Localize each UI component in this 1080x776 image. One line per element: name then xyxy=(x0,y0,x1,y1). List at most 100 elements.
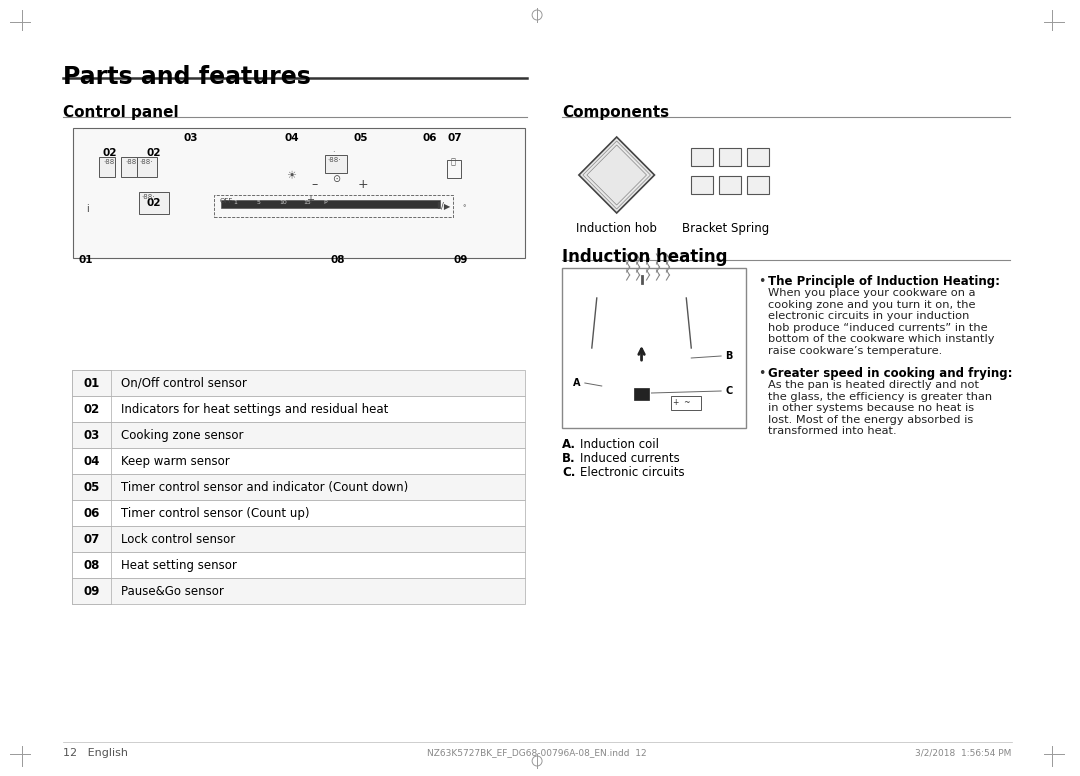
Text: 08: 08 xyxy=(83,559,99,572)
Polygon shape xyxy=(579,137,654,213)
Text: 09: 09 xyxy=(83,585,99,598)
Bar xyxy=(99,157,116,177)
Bar xyxy=(691,176,713,194)
Text: 09: 09 xyxy=(454,255,468,265)
Text: 06: 06 xyxy=(83,507,99,520)
Text: ·88·: ·88· xyxy=(327,157,340,163)
Bar xyxy=(634,388,649,400)
Text: When you place your cookware on a
cooking zone and you turn it on, the
electroni: When you place your cookware on a cookin… xyxy=(768,288,995,356)
Bar xyxy=(747,176,769,194)
Text: i: i xyxy=(86,204,89,214)
Text: ·: · xyxy=(333,170,335,179)
Text: Greater speed in cooking and frying:: Greater speed in cooking and frying: xyxy=(768,367,1012,380)
Bar xyxy=(71,526,525,552)
Text: 01: 01 xyxy=(83,377,99,390)
Text: 07: 07 xyxy=(447,133,462,143)
Text: 15: 15 xyxy=(303,200,311,205)
Bar xyxy=(71,552,111,578)
Text: 1: 1 xyxy=(233,200,238,205)
Text: Pause&Go sensor: Pause&Go sensor xyxy=(121,585,225,598)
Text: 05: 05 xyxy=(83,481,99,494)
Text: ·88·: ·88· xyxy=(104,159,117,165)
Text: 🔒: 🔒 xyxy=(451,157,456,166)
Bar xyxy=(71,370,525,396)
Bar xyxy=(71,578,525,604)
Text: A: A xyxy=(573,378,581,388)
Bar xyxy=(325,155,347,173)
Bar xyxy=(214,195,453,217)
Bar xyxy=(747,148,769,166)
Text: C: C xyxy=(726,386,732,396)
Text: ·88·: ·88· xyxy=(139,159,152,165)
Text: ·88·: ·88· xyxy=(125,159,139,165)
Text: Control panel: Control panel xyxy=(63,105,178,120)
Text: 02: 02 xyxy=(103,148,117,158)
Bar xyxy=(71,474,525,500)
Ellipse shape xyxy=(577,358,706,378)
Text: P: P xyxy=(323,200,327,205)
Text: Components: Components xyxy=(562,105,670,120)
Text: +  ~: + ~ xyxy=(673,398,691,407)
Text: 10: 10 xyxy=(280,200,287,205)
Ellipse shape xyxy=(592,383,691,399)
Bar xyxy=(672,396,701,410)
Text: 03: 03 xyxy=(184,133,199,143)
Circle shape xyxy=(569,375,585,391)
Text: 03: 03 xyxy=(83,429,99,442)
Text: Cooking zone sensor: Cooking zone sensor xyxy=(121,429,244,442)
Text: Induction heating: Induction heating xyxy=(562,248,728,266)
Text: –: – xyxy=(311,178,318,191)
Text: 12   English: 12 English xyxy=(63,748,127,758)
Text: Parts and features: Parts and features xyxy=(63,65,311,89)
Bar xyxy=(719,176,741,194)
Text: A.: A. xyxy=(562,438,576,451)
Text: ·88·: ·88· xyxy=(141,194,154,200)
Ellipse shape xyxy=(597,291,686,305)
Text: B: B xyxy=(726,351,732,361)
Circle shape xyxy=(721,348,737,364)
Text: Induced currents: Induced currents xyxy=(580,452,679,465)
Bar xyxy=(691,148,713,166)
Bar xyxy=(71,448,525,474)
Bar xyxy=(71,396,525,422)
Text: 04: 04 xyxy=(284,133,299,143)
Text: 01: 01 xyxy=(79,255,93,265)
Text: •: • xyxy=(758,275,766,288)
Text: On/Off control sensor: On/Off control sensor xyxy=(121,377,247,390)
Bar xyxy=(71,500,525,526)
Bar xyxy=(121,157,137,177)
Bar xyxy=(139,192,170,214)
Bar xyxy=(220,200,440,208)
Text: Bracket Spring: Bracket Spring xyxy=(683,222,770,235)
Bar xyxy=(71,474,111,500)
Text: OFF: OFF xyxy=(220,198,233,204)
Bar xyxy=(71,578,111,604)
Text: 02: 02 xyxy=(147,198,161,208)
Text: 05: 05 xyxy=(354,133,368,143)
Bar xyxy=(137,157,158,177)
Bar xyxy=(71,500,111,526)
Text: B.: B. xyxy=(562,452,576,465)
Ellipse shape xyxy=(634,273,649,279)
Text: +: + xyxy=(359,178,368,191)
Text: Lock control sensor: Lock control sensor xyxy=(121,533,235,546)
Bar xyxy=(719,148,741,166)
Bar xyxy=(71,552,525,578)
Text: Timer control sensor and indicator (Count down): Timer control sensor and indicator (Coun… xyxy=(121,481,408,494)
Text: ·: · xyxy=(333,148,335,157)
Bar xyxy=(447,160,460,178)
Bar xyxy=(71,396,111,422)
Text: Induction coil: Induction coil xyxy=(580,438,659,451)
Text: •: • xyxy=(758,367,766,380)
Text: 06: 06 xyxy=(422,133,437,143)
Text: Induction hob: Induction hob xyxy=(577,222,657,235)
Bar xyxy=(71,422,111,448)
Text: II/▶: II/▶ xyxy=(435,201,450,210)
Bar xyxy=(72,128,525,258)
Text: Keep warm sensor: Keep warm sensor xyxy=(121,455,230,468)
Bar xyxy=(71,526,111,552)
Text: The Principle of Induction Heating:: The Principle of Induction Heating: xyxy=(768,275,1000,288)
Text: 04: 04 xyxy=(83,455,99,468)
Text: Indicators for heat settings and residual heat: Indicators for heat settings and residua… xyxy=(121,403,389,416)
Ellipse shape xyxy=(592,339,691,357)
